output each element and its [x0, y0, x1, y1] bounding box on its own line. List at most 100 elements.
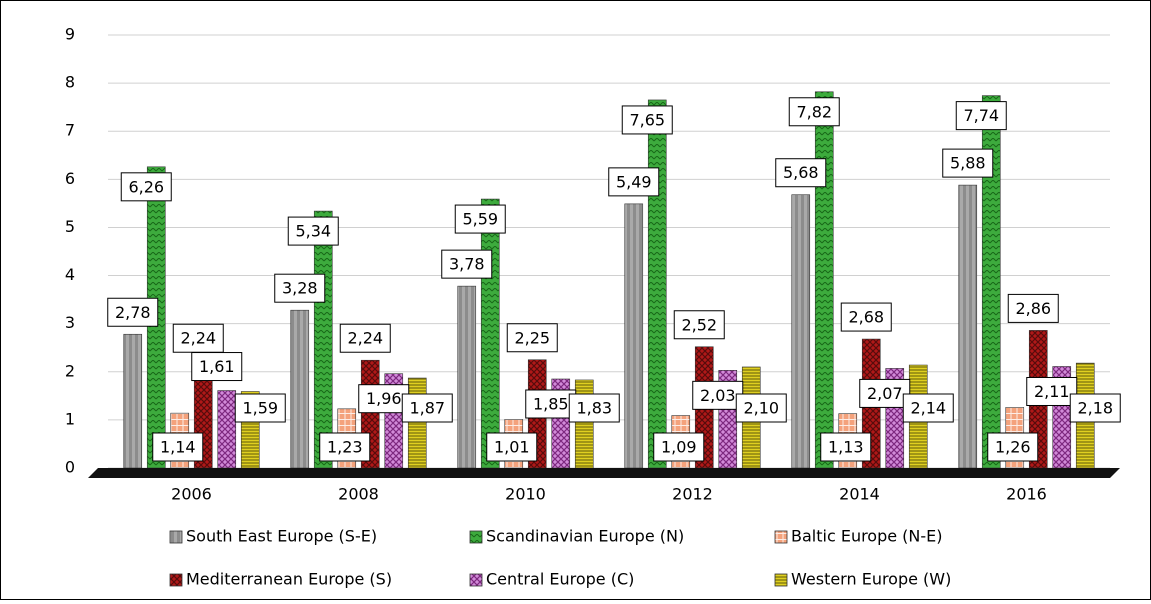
value-label: 1,61 — [199, 357, 235, 376]
value-label-box: 1,59 — [234, 393, 286, 423]
legend-label: South East Europe (S-E) — [186, 527, 377, 546]
value-label: 1,59 — [242, 399, 278, 418]
value-label-box: 5,68 — [775, 158, 827, 188]
legend-label: Baltic Europe (N-E) — [791, 527, 943, 546]
legend-label: Mediterranean Europe (S) — [186, 570, 392, 589]
value-label-box: 3,78 — [441, 249, 493, 279]
value-label: 2,11 — [1034, 382, 1070, 401]
value-label-box: 2,52 — [673, 310, 725, 340]
value-label: 1,83 — [576, 399, 612, 418]
value-label: 1,09 — [661, 438, 697, 457]
value-label: 3,28 — [282, 279, 318, 298]
x-tick-label: 2008 — [338, 485, 379, 504]
y-tick-label: 3 — [65, 313, 75, 332]
value-label-box: 7,82 — [788, 97, 840, 127]
value-label: 1,26 — [995, 438, 1031, 457]
value-label: 1,14 — [160, 438, 196, 457]
bar — [290, 309, 310, 469]
value-label-box: 2,24 — [339, 323, 391, 353]
value-label: 1,23 — [327, 438, 363, 457]
value-label: 2,86 — [1015, 299, 1051, 318]
value-label: 2,10 — [743, 399, 779, 418]
value-label: 1,87 — [409, 399, 445, 418]
legend-swatch — [169, 573, 183, 587]
value-label-box: 2,18 — [1069, 393, 1121, 423]
value-label: 5,68 — [783, 163, 819, 182]
value-label-box: 6,26 — [120, 172, 172, 202]
y-tick-label: 0 — [65, 458, 75, 477]
value-label-box: 5,49 — [608, 167, 660, 197]
value-label: 7,65 — [629, 110, 665, 129]
value-label: 1,96 — [366, 389, 402, 408]
bar — [123, 333, 143, 469]
value-label-box: 5,88 — [942, 148, 994, 178]
value-label-box: 5,59 — [454, 204, 506, 234]
value-label: 2,07 — [867, 384, 903, 403]
value-label: 1,01 — [494, 438, 530, 457]
value-label-box: 1,61 — [191, 352, 243, 382]
value-label-box: 1,26 — [987, 432, 1039, 462]
y-tick-label: 1 — [65, 409, 75, 428]
y-tick-label: 4 — [65, 265, 75, 284]
value-label-box: 1,96 — [358, 384, 410, 414]
y-tick-label: 7 — [65, 121, 75, 140]
legend-swatch — [169, 530, 183, 544]
value-label-box: 7,74 — [955, 101, 1007, 131]
value-label: 2,68 — [848, 308, 884, 327]
x-tick-label: 2016 — [1006, 485, 1047, 504]
value-label-box: 2,78 — [107, 297, 159, 327]
x-tick-label: 2014 — [839, 485, 880, 504]
value-label-box: 1,87 — [401, 393, 453, 423]
bar — [791, 194, 811, 469]
legend-swatch — [469, 530, 483, 544]
value-label-box: 1,85 — [525, 389, 577, 419]
legend-swatch — [774, 530, 788, 544]
value-label-box: 2,07 — [859, 378, 911, 408]
bar — [574, 379, 594, 469]
y-tick-label: 2 — [65, 361, 75, 380]
value-label: 5,34 — [295, 222, 331, 241]
bar — [407, 377, 427, 469]
y-tick-label: 5 — [65, 217, 75, 236]
value-label: 7,82 — [796, 102, 832, 121]
value-label: 2,24 — [180, 329, 216, 348]
value-label-box: 2,25 — [506, 323, 558, 353]
value-label-box: 2,86 — [1007, 293, 1059, 323]
x-tick-label: 2010 — [505, 485, 546, 504]
bar — [647, 99, 667, 469]
legend-swatch — [469, 573, 483, 587]
value-label: 2,14 — [910, 399, 946, 418]
value-label: 5,59 — [462, 210, 498, 229]
value-label-box: 1,09 — [653, 432, 705, 462]
value-label: 5,49 — [616, 172, 652, 191]
legend-label: Western Europe (W) — [791, 570, 951, 589]
bar — [217, 390, 237, 469]
value-label-box: 1,14 — [152, 432, 204, 462]
bar — [313, 210, 333, 469]
legend-label: Scandinavian Europe (N) — [486, 527, 684, 546]
value-label-box: 2,68 — [840, 302, 892, 332]
bar — [624, 203, 644, 469]
value-label: 2,78 — [115, 303, 151, 322]
x-tick-label: 2006 — [171, 485, 212, 504]
y-tick-label: 8 — [65, 73, 75, 92]
value-label-box: 1,83 — [568, 393, 620, 423]
value-label-box: 2,24 — [172, 323, 224, 353]
value-label-box: 3,28 — [274, 273, 326, 303]
legend-swatch — [774, 573, 788, 587]
legend-label: Central Europe (C) — [486, 570, 634, 589]
value-label: 2,03 — [700, 386, 736, 405]
value-label: 2,18 — [1077, 399, 1113, 418]
value-label-box: 1,01 — [486, 432, 538, 462]
value-label: 1,85 — [533, 394, 569, 413]
value-label-box: 2,14 — [902, 393, 954, 423]
value-label: 2,25 — [514, 328, 550, 347]
y-tick-label: 6 — [65, 169, 75, 188]
value-label-box: 1,13 — [820, 432, 872, 462]
bar — [480, 198, 500, 469]
value-label: 7,74 — [963, 106, 999, 125]
value-label: 6,26 — [128, 177, 164, 196]
value-label: 1,13 — [828, 438, 864, 457]
value-label: 2,52 — [681, 315, 717, 334]
